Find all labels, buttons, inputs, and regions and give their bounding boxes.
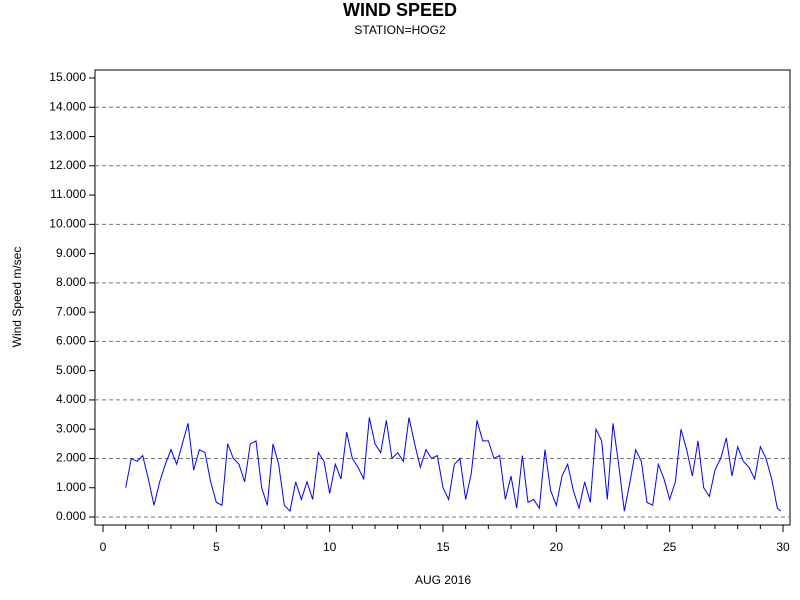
- y-tick-label: 6.000: [56, 334, 86, 348]
- x-tick-label: 15: [436, 540, 450, 554]
- x-tick-label: 20: [550, 540, 564, 554]
- y-tick-label: 5.000: [56, 363, 86, 377]
- y-tick-label: 11.000: [50, 187, 86, 201]
- plot-frame: [94, 69, 791, 526]
- y-tick-label: 12.000: [49, 158, 86, 172]
- series-line: [125, 417, 782, 513]
- y-tick-label: 8.000: [56, 275, 86, 289]
- y-tick-label: 7.000: [56, 304, 86, 318]
- y-tick-label: 4.000: [56, 392, 86, 406]
- x-tick-label: 0: [100, 540, 107, 554]
- y-tick-label: 14.000: [49, 99, 86, 113]
- chart-subtitle: STATION=HOG2: [354, 23, 446, 37]
- y-axis-label: Wind Speed m/sec: [10, 247, 24, 348]
- y-tick-label: 3.000: [56, 421, 86, 435]
- y-tick-label: 15.000: [49, 70, 86, 84]
- y-tick-label: 9.000: [56, 246, 86, 260]
- x-tick-label: 5: [213, 540, 220, 554]
- y-tick-label: 2.000: [56, 451, 86, 465]
- x-tick-label: 30: [776, 540, 790, 554]
- y-tick-label: 0.000: [56, 509, 86, 523]
- chart-title: WIND SPEED: [343, 0, 457, 20]
- x-axis-label: AUG 2016: [415, 573, 471, 587]
- y-tick-label: 10.000: [49, 217, 86, 231]
- x-tick-label: 10: [323, 540, 337, 554]
- x-tick-label: 25: [663, 540, 677, 554]
- y-tick-label: 13.000: [49, 129, 86, 143]
- y-tick-label: 1.000: [56, 480, 86, 494]
